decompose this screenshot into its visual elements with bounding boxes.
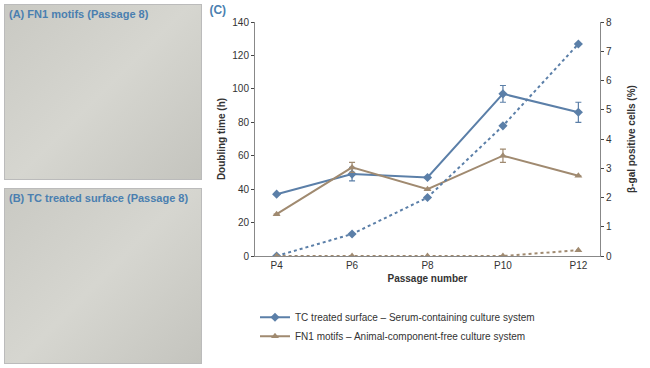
svg-text:8: 8 bbox=[606, 17, 612, 28]
svg-text:6: 6 bbox=[606, 75, 612, 86]
svg-text:0: 0 bbox=[606, 251, 612, 262]
html-text:(A) FN1 motifs (Passage 8): (A) FN1 motifs (Passage 8) bbox=[9, 8, 149, 20]
svg-text:(C): (C) bbox=[209, 3, 226, 17]
html-text:(B) TC treated surface (Passag: (B) TC treated surface (Passage 8) bbox=[9, 192, 189, 204]
svg-text:140: 140 bbox=[232, 17, 249, 28]
svg-text:40: 40 bbox=[238, 184, 250, 195]
svg-text:4: 4 bbox=[606, 134, 612, 145]
svg-text:P12: P12 bbox=[569, 260, 587, 271]
svg-text:P6: P6 bbox=[346, 260, 359, 271]
svg-text:P8: P8 bbox=[421, 260, 434, 271]
svg-text:100: 100 bbox=[232, 83, 249, 94]
svg-text:β-gal positive cells (%): β-gal positive cells (%) bbox=[626, 85, 637, 193]
svg-text:2: 2 bbox=[606, 192, 612, 203]
svg-text:P10: P10 bbox=[494, 260, 512, 271]
svg-text:3: 3 bbox=[606, 163, 612, 174]
svg-text:5: 5 bbox=[606, 104, 612, 115]
svg-text:TC treated surface – Serum-con: TC treated surface – Serum-containing cu… bbox=[295, 312, 535, 323]
svg-text:80: 80 bbox=[238, 117, 250, 128]
svg-text:20: 20 bbox=[238, 217, 250, 228]
svg-text:7: 7 bbox=[606, 46, 612, 57]
svg-text:Doubling time (h): Doubling time (h) bbox=[216, 98, 227, 180]
svg-text:1: 1 bbox=[606, 221, 612, 232]
svg-text:FN1 motifs – Animal-component-: FN1 motifs – Animal-component-free cultu… bbox=[295, 331, 525, 342]
svg-text:60: 60 bbox=[238, 150, 250, 161]
svg-text:Passage number: Passage number bbox=[387, 273, 467, 284]
svg-text:P4: P4 bbox=[271, 260, 284, 271]
svg-text:0: 0 bbox=[243, 251, 249, 262]
svg-text:120: 120 bbox=[232, 50, 249, 61]
